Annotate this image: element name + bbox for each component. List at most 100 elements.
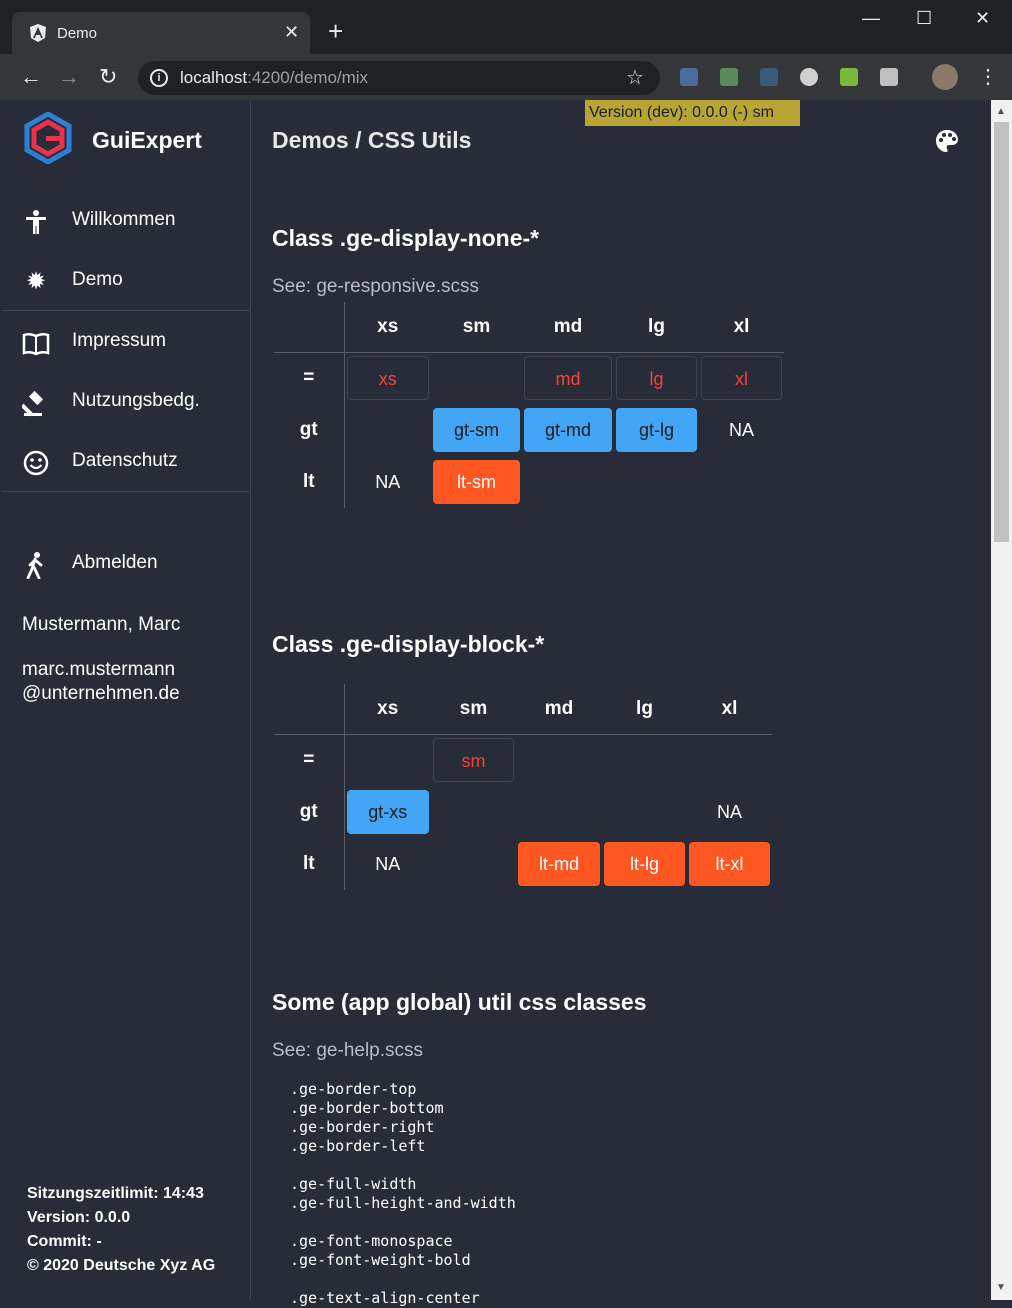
display-block-table: xs sm md lg xl = sm gt gt-xs NA lt NA lt-md lt-l… bbox=[274, 684, 772, 890]
back-icon[interactable]: ← bbox=[20, 64, 42, 89]
table-cell bbox=[344, 404, 431, 456]
table-cell bbox=[687, 734, 772, 786]
sidebar-footer: Sitzungszeitlimit: 14:43 Version: 0.0.0 … bbox=[27, 1182, 215, 1278]
see-reference: See: ge-help.scss bbox=[272, 1040, 424, 1061]
browser-tab[interactable]: Demo ✕ bbox=[12, 12, 310, 54]
table-row: = xs md lg xl bbox=[274, 352, 784, 404]
table-cell bbox=[699, 456, 784, 508]
table-row: gt gt-sm gt-md gt-lg NA bbox=[274, 404, 784, 456]
sidebar-item-label: Nutzungsbedg. bbox=[72, 390, 200, 411]
table-cell: md bbox=[522, 352, 614, 404]
table-cell: NA bbox=[699, 404, 784, 456]
tab-close-icon[interactable]: ✕ bbox=[284, 22, 300, 42]
corner-cell bbox=[274, 302, 345, 353]
extension-warning-icon[interactable] bbox=[840, 68, 858, 86]
vertical-scrollbar[interactable]: ▲ ▼ bbox=[991, 100, 1012, 1300]
scroll-down-icon[interactable]: ▼ bbox=[996, 1282, 1006, 1293]
guiexpert-logo bbox=[24, 112, 72, 164]
row-header: = bbox=[274, 734, 345, 786]
class-chip: md bbox=[524, 356, 612, 401]
class-chip: xs bbox=[346, 356, 429, 401]
table-row: = sm bbox=[274, 734, 772, 786]
bookmark-star-icon[interactable]: ☆ bbox=[626, 67, 644, 89]
class-chip: gt-sm bbox=[433, 408, 520, 452]
tab-title: Demo bbox=[57, 25, 98, 42]
scrollbar-thumb[interactable] bbox=[994, 122, 1009, 542]
user-email-line: @unternehmen.de bbox=[22, 683, 180, 704]
sidebar-item-datenschutz[interactable]: Datenschutz bbox=[2, 431, 250, 491]
table-cell bbox=[431, 352, 522, 404]
minimize-button[interactable]: — bbox=[862, 8, 880, 28]
display-none-table: xs sm md lg xl = xs md lg xl gt gt-sm gt-md gt-l… bbox=[274, 302, 784, 508]
sidebar-item-label: Datenschutz bbox=[72, 450, 178, 471]
browser-toolbar: ← → ↻ i localhost:4200/demo/mix ☆ ⋮ bbox=[0, 54, 1012, 100]
sidebar-item-label: Abmelden bbox=[72, 552, 158, 573]
col-header: md bbox=[516, 684, 602, 735]
version-badge: Version (dev): 0.0.0 (-) sm bbox=[585, 100, 800, 126]
palette-icon[interactable] bbox=[934, 128, 960, 154]
angular-icon bbox=[30, 24, 46, 42]
table-cell bbox=[516, 786, 602, 838]
extension-camera-icon[interactable] bbox=[760, 68, 778, 86]
extension-cube-icon[interactable] bbox=[880, 68, 898, 86]
extension-pen-icon[interactable] bbox=[680, 68, 698, 86]
app-version: Version: 0.0.0 bbox=[27, 1209, 131, 1226]
table-row: gt gt-xs NA bbox=[274, 786, 772, 838]
forward-icon[interactable]: → bbox=[58, 64, 80, 89]
address-bar[interactable]: i localhost:4200/demo/mix ☆ bbox=[138, 61, 660, 95]
table-cell: NA bbox=[344, 838, 431, 890]
class-chip: gt-md bbox=[524, 408, 612, 452]
row-header: = bbox=[274, 352, 345, 404]
table-cell: NA bbox=[687, 786, 772, 838]
scroll-up-icon[interactable]: ▲ bbox=[996, 106, 1006, 117]
accessibility-icon bbox=[22, 208, 50, 236]
see-reference: See: ge-responsive.scss bbox=[272, 276, 479, 297]
url-text[interactable]: localhost:4200/demo/mix bbox=[180, 68, 368, 88]
sidebar-item-demo[interactable]: ✹ Demo bbox=[2, 250, 250, 310]
gear-icon: ✹ bbox=[25, 268, 47, 295]
col-header: xl bbox=[699, 302, 784, 353]
sidebar-item-willkommen[interactable]: Willkommen bbox=[2, 190, 250, 250]
sidebar-item-impressum[interactable]: Impressum bbox=[2, 311, 250, 371]
col-header: xl bbox=[687, 684, 772, 735]
maximize-button[interactable]: ☐ bbox=[916, 8, 933, 28]
col-header: lg bbox=[614, 302, 699, 353]
na-label: NA bbox=[716, 802, 742, 822]
new-tab-button[interactable]: + bbox=[328, 16, 344, 46]
sidebar-item-label: Willkommen bbox=[72, 209, 176, 230]
extension-puzzle-icon[interactable] bbox=[720, 68, 738, 86]
col-header: md bbox=[522, 302, 614, 353]
info-icon[interactable]: i bbox=[150, 69, 168, 87]
sidebar-item-nutzungsbedg[interactable]: Nutzungsbedg. bbox=[2, 371, 250, 431]
reload-icon[interactable]: ↻ bbox=[99, 64, 118, 89]
table-cell: lt-sm bbox=[431, 456, 522, 508]
user-name: Mustermann, Marc bbox=[22, 614, 181, 635]
sidebar-item-abmelden[interactable]: Abmelden bbox=[2, 533, 250, 593]
row-header: lt bbox=[274, 838, 345, 890]
na-label: NA bbox=[375, 472, 401, 492]
url-path: :4200/demo/mix bbox=[247, 68, 369, 87]
table-cell bbox=[602, 786, 687, 838]
sidebar-item-label: Impressum bbox=[72, 330, 166, 351]
book-icon bbox=[22, 329, 50, 357]
class-chip: gt-xs bbox=[346, 790, 429, 834]
brand-name: GuiExpert bbox=[92, 127, 202, 153]
page-title: Demos / CSS Utils bbox=[272, 127, 472, 153]
profile-avatar[interactable] bbox=[932, 64, 958, 90]
table-cell: lg bbox=[614, 352, 699, 404]
table-cell: sm bbox=[431, 734, 516, 786]
col-header: lg bbox=[602, 684, 687, 735]
table-cell bbox=[516, 734, 602, 786]
row-header: gt bbox=[274, 786, 345, 838]
corner-cell bbox=[274, 684, 345, 735]
extension-circle-icon[interactable] bbox=[800, 68, 818, 86]
table-cell bbox=[522, 456, 614, 508]
menu-kebab-icon[interactable]: ⋮ bbox=[978, 66, 998, 88]
table-cell: gt-xs bbox=[344, 786, 431, 838]
table-cell: gt-md bbox=[522, 404, 614, 456]
copyright: © 2020 Deutsche Xyz AG bbox=[27, 1257, 216, 1274]
col-header: sm bbox=[431, 684, 516, 735]
close-window-button[interactable]: ✕ bbox=[975, 8, 991, 28]
table-row: lt NA lt-md lt-lg lt-xl bbox=[274, 838, 772, 890]
row-header: lt bbox=[274, 456, 345, 508]
